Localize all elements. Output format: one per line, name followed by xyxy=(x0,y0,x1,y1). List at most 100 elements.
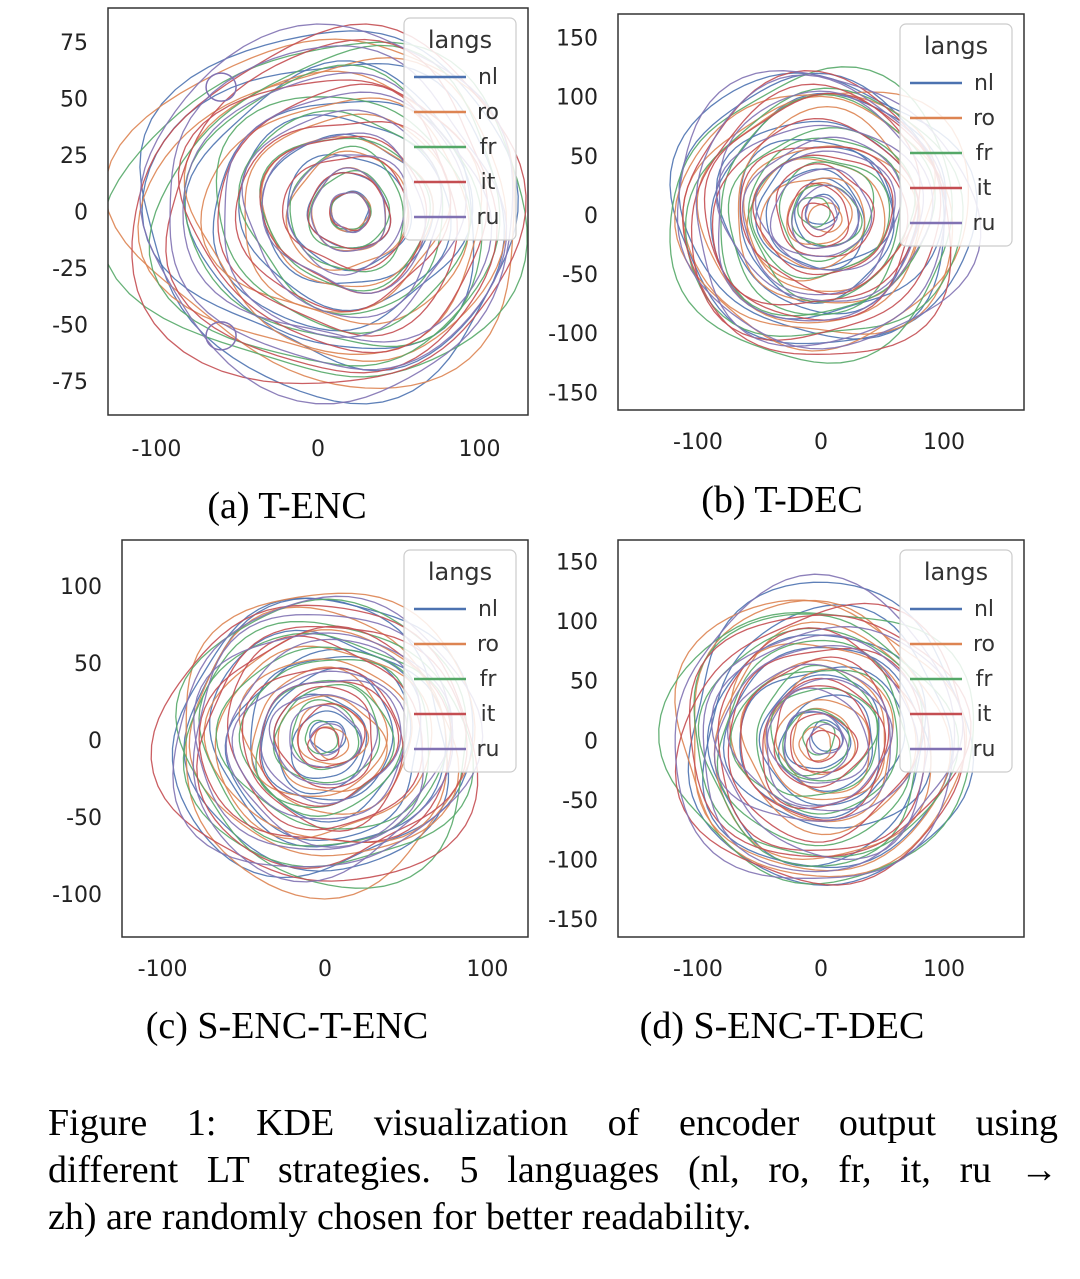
contour-it-level-4 xyxy=(752,154,894,276)
contour-it-level-6 xyxy=(711,117,920,306)
legend-label-it: it xyxy=(481,170,496,195)
contour-ro-level-2 xyxy=(792,707,856,776)
contour-ro-level-4 xyxy=(260,136,434,288)
contour-it-level-1 xyxy=(805,729,841,763)
contour-nl-level-2 xyxy=(290,710,362,779)
plot-frame xyxy=(121,539,529,938)
contour-island-1 xyxy=(205,72,237,102)
x-tick-label: 100 xyxy=(923,430,965,455)
contour-it-level-1 xyxy=(307,726,340,762)
contour-it-level-3 xyxy=(281,155,410,271)
y-tick-label: 100 xyxy=(556,610,598,635)
contour-ru-level-2 xyxy=(310,167,387,252)
contour-it-level-2 xyxy=(787,182,850,250)
legend-label-ro: ro xyxy=(477,632,499,657)
x-tick-label: 100 xyxy=(923,957,965,982)
legend-label-ru: ru xyxy=(477,205,500,230)
contour-it-level-8 xyxy=(196,625,468,870)
legend-box xyxy=(403,549,517,773)
contour-it-level-2 xyxy=(789,713,859,773)
legend-label-ro: ro xyxy=(973,106,995,131)
contour-fr-level-5 xyxy=(747,137,903,303)
contour-ru-level-1 xyxy=(804,195,838,231)
contour-ru-level-1 xyxy=(309,723,344,756)
contour-fr-level-5 xyxy=(238,658,409,817)
contour-fr-level-1 xyxy=(802,721,836,756)
y-tick-label: 0 xyxy=(584,729,598,754)
contour-nl-level-3 xyxy=(273,693,368,795)
panel-caption: (c) S-ENC-T-ENC xyxy=(146,1005,429,1047)
y-tick-label: 50 xyxy=(60,87,88,112)
contour-ru-level-9 xyxy=(676,70,982,350)
y-tick-label: 50 xyxy=(570,145,598,170)
contour-fr-level-4 xyxy=(756,664,879,797)
y-tick-label: 150 xyxy=(556,27,598,52)
contour-nl-level-8 xyxy=(183,597,450,872)
contour-fr-level-8 xyxy=(182,620,474,868)
contour-it-level-5 xyxy=(739,146,909,295)
legend-label-ru: ru xyxy=(973,737,996,762)
y-tick-label: -75 xyxy=(52,370,88,395)
x-tick-label: -100 xyxy=(138,957,188,982)
contour-ru-level-4 xyxy=(260,679,402,805)
contour-ru-level-3 xyxy=(286,154,408,276)
y-tick-label: 100 xyxy=(556,86,598,111)
y-tick-label: -100 xyxy=(548,849,598,874)
legend-label-it: it xyxy=(481,702,496,727)
y-tick-label: 25 xyxy=(60,144,88,169)
contour-fr-level-2 xyxy=(291,699,360,771)
contour-ro-level-3 xyxy=(277,695,388,793)
x-tick-label: -100 xyxy=(131,437,181,462)
legend-title: langs xyxy=(924,32,988,60)
contour-it-level-3 xyxy=(775,163,875,258)
contour-fr-level-3 xyxy=(272,683,381,784)
contour-ro-level-4 xyxy=(250,666,389,797)
legend-label-fr: fr xyxy=(976,667,994,692)
contour-ro-level-6 xyxy=(737,105,921,304)
contour-fr-level-1 xyxy=(797,197,831,228)
contour-ru-level-4 xyxy=(754,150,896,271)
contour-ru-level-9 xyxy=(674,573,956,879)
legend-title: langs xyxy=(924,558,988,586)
contour-ru-level-4 xyxy=(765,677,894,807)
contour-ru-level-8 xyxy=(192,613,454,883)
contour-it-level-2 xyxy=(297,702,366,769)
legend-label-nl: nl xyxy=(478,65,498,90)
contour-ro-level-3 xyxy=(775,699,870,794)
x-tick-label: -100 xyxy=(673,430,723,455)
contour-fr-level-3 xyxy=(778,161,875,262)
legend-label-it: it xyxy=(977,176,992,201)
contour-it-level-9 xyxy=(682,70,952,355)
contour-fr-level-8 xyxy=(693,613,959,858)
contour-nl-level-6 xyxy=(722,646,932,829)
contour-nl-level-5 xyxy=(739,138,895,305)
legend: langs nl ro fr it ru xyxy=(403,549,517,773)
legend-box xyxy=(899,549,1013,773)
contour-fr-level-2 xyxy=(308,169,391,249)
contour-it-level-6 xyxy=(226,635,424,831)
legend-label-nl: nl xyxy=(974,597,994,622)
contour-nl-level-3 xyxy=(765,168,866,271)
contour-fr-level-9 xyxy=(669,66,953,364)
contour-nl-level-1 xyxy=(804,193,840,225)
legend-label-ro: ro xyxy=(973,632,995,657)
y-tick-label: 50 xyxy=(74,652,102,677)
legend-label-ru: ru xyxy=(973,211,996,236)
legend-title: langs xyxy=(428,558,492,586)
y-tick-label: -50 xyxy=(562,789,598,814)
y-tick-label: -50 xyxy=(52,314,88,339)
x-tick-label: 0 xyxy=(814,957,828,982)
contour-fr-level-7 xyxy=(697,627,924,867)
contour-fr-level-9 xyxy=(658,611,975,885)
contour-it-level-8 xyxy=(688,614,972,858)
contour-ru-level-3 xyxy=(268,693,379,786)
panel-1: 75 50 25 0 -25 -50 -75 -100 0 100 langs nl ro fr it ru (… xyxy=(52,7,529,527)
contour-ru-level-6 xyxy=(713,644,919,822)
y-tick-label: 100 xyxy=(60,575,102,600)
contour-ro-level-6 xyxy=(214,645,433,840)
panel-caption: (a) T-ENC xyxy=(207,485,366,527)
contour-ro-level-2 xyxy=(786,181,853,245)
contour-ro-level-7 xyxy=(203,629,448,843)
panel-4: 150 100 50 0 -50 -100 -150 -100 0 100 langs nl ro fr i… xyxy=(548,539,1025,1047)
